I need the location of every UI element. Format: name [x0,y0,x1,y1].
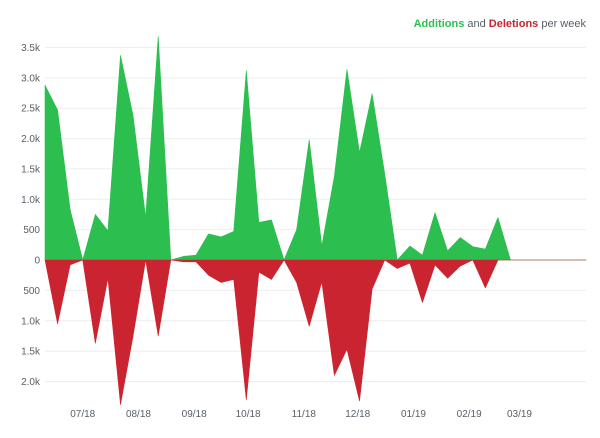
y-tick-label: 2.0k [21,134,41,145]
x-tick-label: 02/19 [457,409,482,420]
y-tick-label: 2.0k [21,377,41,388]
x-tick-label: 01/19 [401,409,426,420]
y-axis-ticks: 3.5k 3.0k 2.5k 2.0k 1.5k 1.0k 500 0 500 1.0k 1.5k 2… [21,43,41,388]
y-tick-label: 3.5k [21,43,41,54]
y-tick-label: 500 [23,225,40,236]
deletions-area [44,259,587,405]
additions-area [44,36,587,261]
area-layer [44,36,587,405]
x-tick-label: 07/18 [70,409,95,420]
y-tick-label: 0 [34,256,40,267]
y-tick-label: 3.0k [21,73,41,84]
legend-deletions: Deletions [488,18,539,30]
y-tick-label: 2.5k [21,104,41,115]
x-axis-ticks: 07/18 08/18 09/18 10/18 11/18 12/18 01/19 02/19… [70,409,532,420]
x-tick-label: 08/18 [126,409,151,420]
x-tick-label: 09/18 [182,409,207,420]
legend-additions: Additions [413,18,465,30]
x-tick-label: 03/19 [507,409,532,420]
legend-suffix-text: per week [538,18,586,30]
y-tick-label: 1.0k [21,195,41,206]
legend-and-text: and [464,18,489,30]
chart-legend: Additions and Deletions per week [414,18,586,30]
x-tick-label: 12/18 [345,409,370,420]
x-tick-label: 10/18 [236,409,261,420]
x-tick-label: 11/18 [292,409,317,420]
y-tick-label: 500 [23,286,40,297]
y-tick-label: 1.5k [21,164,41,175]
y-tick-label: 1.5k [21,347,41,358]
y-tick-label: 1.0k [21,316,41,327]
